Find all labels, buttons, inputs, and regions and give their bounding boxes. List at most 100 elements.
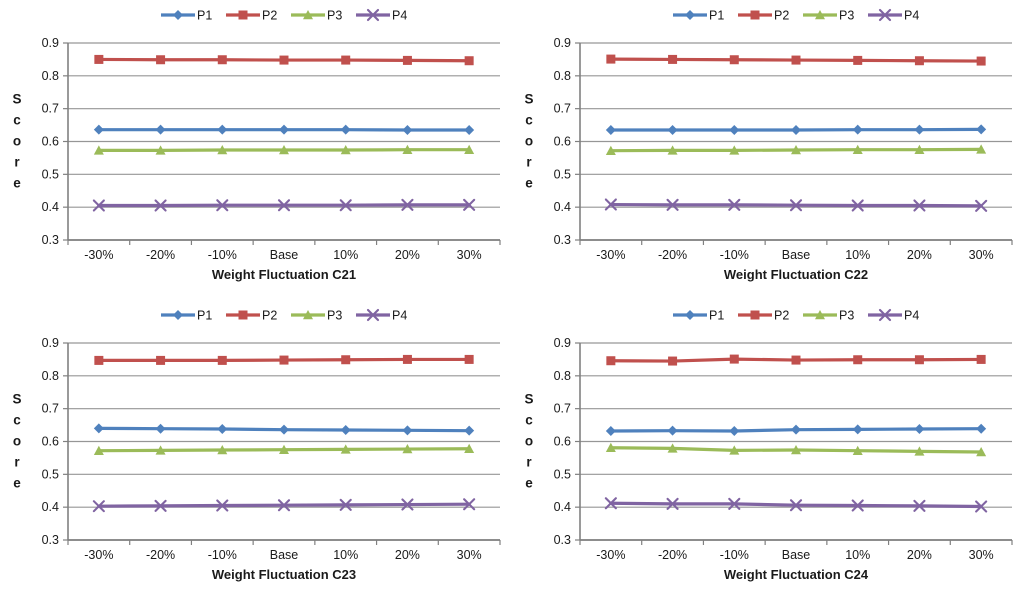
marker-P3 — [791, 445, 801, 455]
chart-weight-fluctuation-c23: 0.3 0.4 0.5 0.6 0.7 0.8 0.9 -30% -20% -10% Base 10%… — [0, 300, 512, 603]
legend-item-P2: P2 — [738, 9, 789, 23]
marker-P3 — [93, 145, 104, 155]
legend-marker-P1 — [173, 10, 183, 20]
y-tick-label: 0.4 — [554, 200, 571, 214]
legend: P1 P2 P3 P4 — [161, 9, 407, 23]
legend-marker-P3 — [815, 310, 825, 320]
marker-P1 — [914, 124, 925, 135]
series-P4 — [92, 198, 476, 212]
y-axis-title-letter: r — [14, 455, 20, 470]
y-tick-label: 0.9 — [554, 336, 571, 350]
marker-P1 — [605, 125, 616, 136]
x-tick-label: 20% — [395, 548, 420, 562]
y-tick-label: 0.8 — [42, 69, 59, 83]
y-axis-title-letter: o — [13, 134, 21, 149]
x-tick-label: -10% — [720, 548, 749, 562]
marker-P4 — [666, 198, 679, 211]
legend-marker-P4 — [366, 8, 380, 22]
chart-weight-fluctuation-c22: 0.3 0.4 0.5 0.6 0.7 0.8 0.9 -30% -20% -10% Base 10%… — [512, 0, 1024, 300]
marker-P1 — [155, 423, 166, 434]
series-P2 — [606, 354, 986, 366]
legend-item-P2: P2 — [738, 309, 789, 323]
y-tick-label: 0.3 — [554, 233, 571, 247]
legend-label: P1 — [197, 9, 212, 23]
y-axis-title-letter: S — [524, 392, 533, 407]
marker-P3 — [667, 443, 678, 453]
y-tick-label: 0.7 — [42, 102, 59, 116]
legend-label: P4 — [904, 309, 919, 323]
y-axis-title-letter: o — [525, 434, 533, 449]
chart-weight-fluctuation-c24: 0.3 0.4 0.5 0.6 0.7 0.8 0.9 -30% -20% -10% Base 10%… — [512, 300, 1024, 603]
x-tick-label: 10% — [333, 248, 358, 262]
marker-P2 — [853, 55, 863, 65]
marker-P2 — [464, 56, 474, 66]
legend: P1 P2 P3 P4 — [161, 309, 407, 323]
chart-weight-fluctuation-c21: 0.3 0.4 0.5 0.6 0.7 0.8 0.9 -30% -20% -10% Base 10%… — [0, 0, 512, 300]
y-tick-label: 0.4 — [42, 500, 59, 514]
chart-svg-c23: 0.3 0.4 0.5 0.6 0.7 0.8 0.9 -30% -20% -10% Base 10%… — [12, 309, 501, 582]
marker-P3 — [667, 145, 678, 155]
legend-marker-P3 — [303, 10, 313, 20]
y-axis-title-letter: S — [12, 92, 21, 107]
marker-P1 — [217, 124, 228, 135]
legend-label: P4 — [392, 309, 407, 323]
marker-P1 — [93, 124, 104, 135]
marker-P4 — [401, 498, 414, 511]
chart-svg-c21: 0.3 0.4 0.5 0.6 0.7 0.8 0.9 -30% -20% -10% Base 10%… — [12, 9, 501, 282]
legend-item-P4: P4 — [868, 309, 919, 323]
legend-marker-P1 — [685, 10, 695, 20]
legend-label: P3 — [839, 9, 854, 23]
y-tick-label: 0.6 — [42, 135, 59, 149]
x-axis-title: Weight Fluctuation C21 — [212, 267, 356, 282]
x-tick-label: 10% — [845, 248, 870, 262]
y-axis-title-letter: o — [13, 434, 21, 449]
marker-P1 — [279, 124, 289, 135]
marker-P1 — [464, 125, 475, 136]
y-axis-title-letter: c — [525, 113, 533, 128]
series-P1 — [605, 423, 987, 436]
x-tick-label: -30% — [596, 248, 625, 262]
marker-P4 — [92, 199, 105, 212]
legend-marker-P2 — [238, 10, 248, 20]
marker-P2 — [729, 354, 739, 364]
marker-P4 — [604, 198, 617, 211]
series-P4 — [604, 497, 988, 513]
marker-P1 — [729, 425, 740, 436]
legend-marker-P2 — [750, 310, 760, 320]
marker-P4 — [92, 500, 105, 513]
x-axis-title: Weight Fluctuation C23 — [212, 567, 356, 582]
y-tick-label: 0.7 — [554, 102, 571, 116]
y-tick-label: 0.9 — [42, 336, 59, 350]
marker-P1 — [93, 423, 104, 434]
marker-P4 — [277, 199, 291, 212]
legend-label: P2 — [774, 9, 789, 23]
legend-item-P3: P3 — [803, 309, 854, 323]
legend-item-P3: P3 — [291, 309, 342, 323]
x-tick-label: -20% — [146, 548, 175, 562]
series-P2 — [94, 354, 474, 365]
marker-P4 — [339, 199, 352, 212]
y-axis-title-letter: S — [12, 392, 21, 407]
x-tick-label: 10% — [333, 548, 358, 562]
y-tick-label: 0.4 — [554, 500, 571, 514]
gridlines — [575, 342, 1012, 541]
legend-item-P1: P1 — [161, 9, 212, 23]
y-tick-label: 0.5 — [554, 467, 571, 481]
y-axis-title-letter: e — [525, 176, 533, 191]
marker-P1 — [729, 125, 740, 136]
marker-P2 — [914, 355, 924, 365]
marker-P4 — [216, 199, 229, 212]
legend-label: P2 — [262, 9, 277, 23]
legend-marker-P1 — [173, 310, 183, 320]
y-tick-label: 0.4 — [42, 200, 59, 214]
marker-P2 — [976, 56, 986, 66]
y-tick-label: 0.8 — [42, 369, 59, 383]
marker-P1 — [976, 124, 987, 135]
marker-P3 — [217, 445, 228, 455]
legend-marker-P3 — [815, 10, 825, 20]
marker-P3 — [155, 145, 166, 155]
marker-P4 — [339, 498, 352, 511]
y-axis-title-letter: c — [13, 413, 21, 428]
y-tick-label: 0.3 — [42, 233, 59, 247]
